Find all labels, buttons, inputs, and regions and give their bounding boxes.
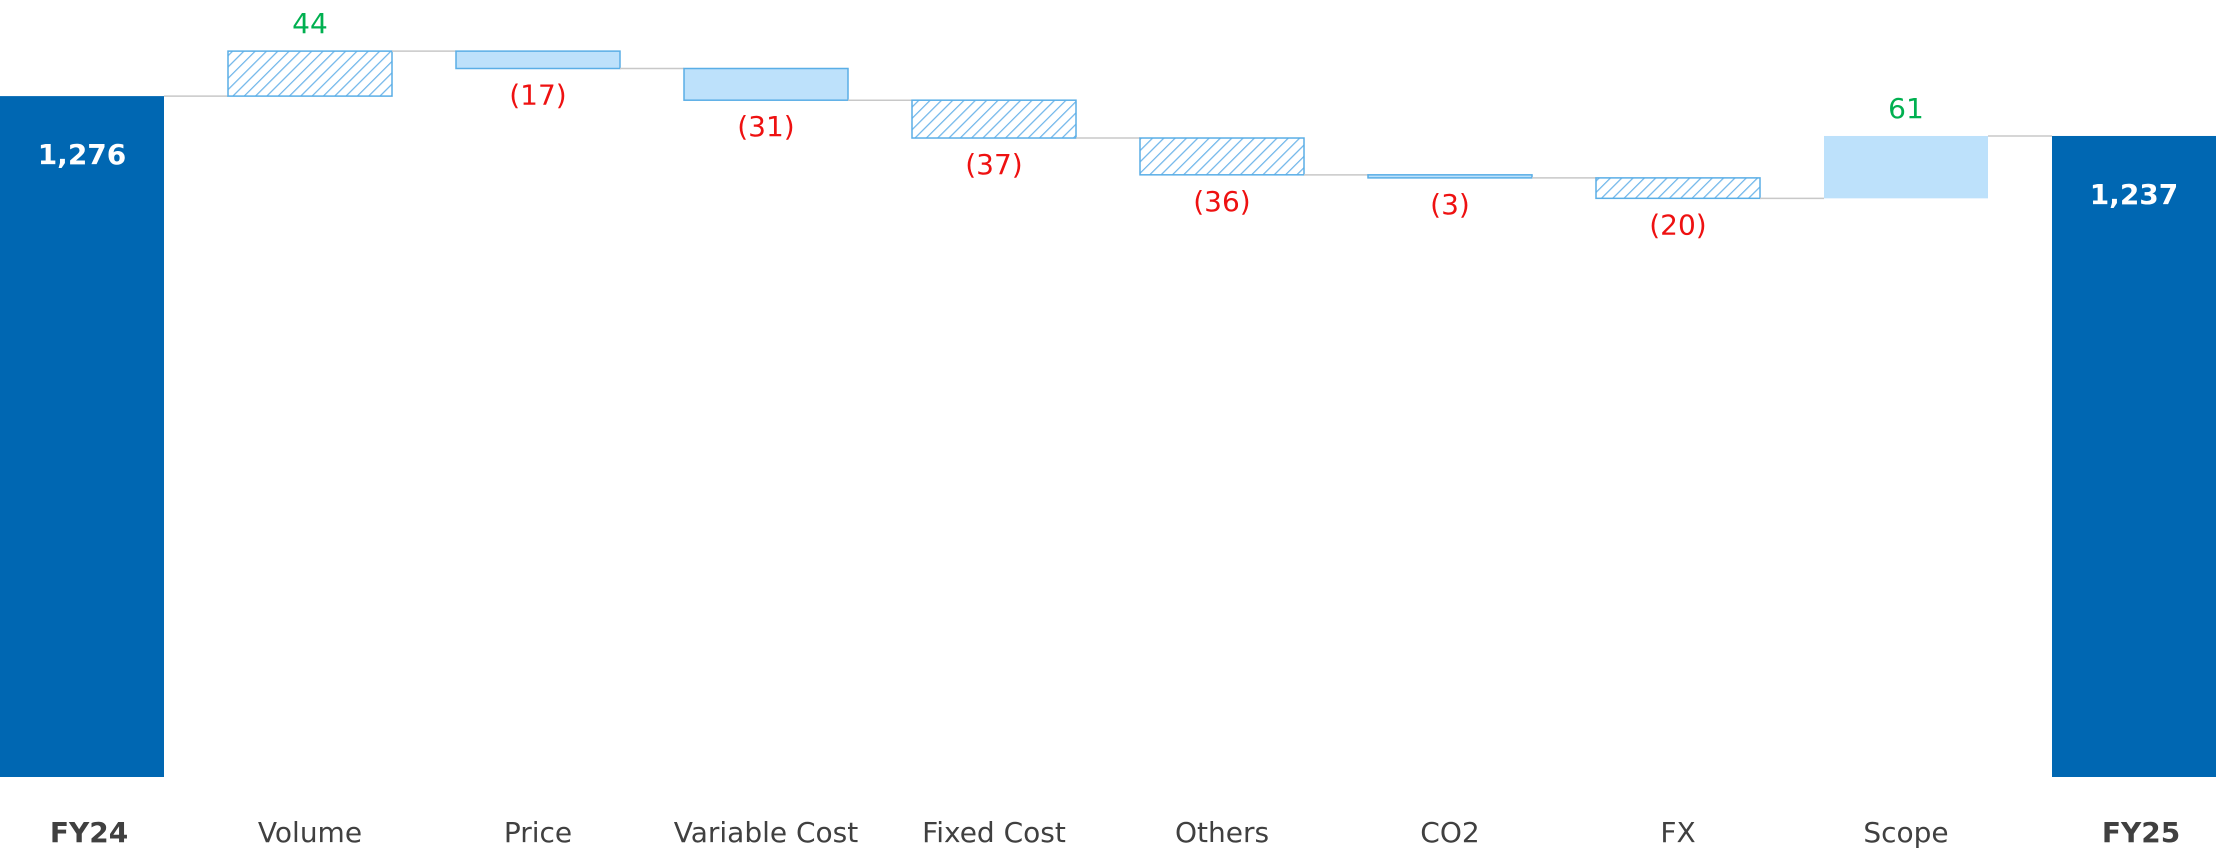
value-label: 1,276 (38, 138, 127, 171)
value-label: (20) (1649, 208, 1706, 241)
bar (455, 50, 621, 70)
value-label: 61 (1888, 92, 1924, 125)
x-tick-label: FX (1660, 816, 1695, 849)
bar (227, 50, 393, 97)
bar (1595, 177, 1761, 200)
value-label: 1,237 (2090, 178, 2179, 211)
x-tick-label: Scope (1863, 816, 1948, 849)
bar (683, 67, 849, 101)
value-label: (31) (737, 110, 794, 143)
value-label: (36) (1193, 185, 1250, 218)
x-tick-label: Others (1175, 816, 1269, 849)
x-tick-label: FY24 (50, 816, 128, 849)
bar (911, 99, 1077, 139)
x-tick-label: CO2 (1420, 816, 1479, 849)
value-label: (37) (965, 148, 1022, 181)
bar (0, 96, 164, 777)
x-tick-label: Fixed Cost (922, 816, 1066, 849)
bar (1139, 137, 1305, 176)
x-tick-label: Volume (258, 816, 362, 849)
bar (1367, 174, 1533, 179)
value-label: (17) (509, 78, 566, 111)
bar (2052, 135, 2216, 778)
bar (1824, 135, 1988, 199)
x-tick-label: Price (504, 816, 572, 849)
x-tick-label: FY25 (2102, 816, 2180, 849)
value-label: (3) (1430, 188, 1470, 221)
value-label: 44 (292, 7, 328, 40)
x-tick-label: Variable Cost (674, 816, 859, 849)
